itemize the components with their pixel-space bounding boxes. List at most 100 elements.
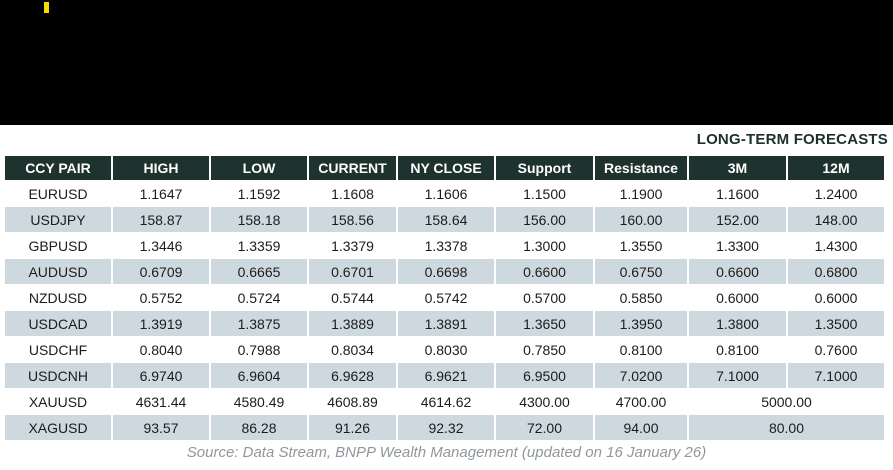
table-row: USDJPY 158.87 158.18 158.56 158.64 156.00 160.… bbox=[5, 207, 884, 232]
value-cell: 0.5752 bbox=[113, 285, 209, 310]
value-cell: 160.00 bbox=[595, 207, 687, 232]
ccy-pair-cell: XAUUSD bbox=[5, 389, 111, 414]
value-cell: 7.1000 bbox=[689, 363, 786, 388]
value-cell: 1.1606 bbox=[398, 181, 494, 206]
value-cell: 6.9500 bbox=[496, 363, 593, 388]
ccy-pair-cell: USDCAD bbox=[5, 311, 111, 336]
value-cell: 158.64 bbox=[398, 207, 494, 232]
value-cell: 1.3950 bbox=[595, 311, 687, 336]
value-cell: 1.2400 bbox=[788, 181, 884, 206]
value-cell: 1.3919 bbox=[113, 311, 209, 336]
value-cell: 94.00 bbox=[595, 415, 687, 440]
ccy-pair-cell: NZDUSD bbox=[5, 285, 111, 310]
value-cell: 1.3446 bbox=[113, 233, 209, 258]
value-cell: 0.8100 bbox=[595, 337, 687, 362]
table-row: XAGUSD 93.57 86.28 91.26 92.32 72.00 94.00 80.0… bbox=[5, 415, 884, 440]
value-cell: 1.3500 bbox=[788, 311, 884, 336]
table-row: XAUUSD 4631.44 4580.49 4608.89 4614.62 4300.0… bbox=[5, 389, 884, 414]
value-cell: 7.1000 bbox=[788, 363, 884, 388]
ccy-pair-cell: EURUSD bbox=[5, 181, 111, 206]
long-term-forecasts-label: LONG-TERM FORECASTS bbox=[696, 131, 888, 148]
value-cell: 1.1647 bbox=[113, 181, 209, 206]
table-row: NZDUSD 0.5752 0.5724 0.5744 0.5742 0.5700 0.58… bbox=[5, 285, 884, 310]
value-cell: 0.7988 bbox=[211, 337, 307, 362]
value-cell: 0.7600 bbox=[788, 337, 884, 362]
value-cell: 158.87 bbox=[113, 207, 209, 232]
value-cell: 0.6000 bbox=[689, 285, 786, 310]
table-row: AUDUSD 0.6709 0.6665 0.6701 0.6698 0.6600 0.67… bbox=[5, 259, 884, 284]
value-cell: 0.8030 bbox=[398, 337, 494, 362]
value-cell: 1.1500 bbox=[496, 181, 593, 206]
value-cell: 6.9628 bbox=[309, 363, 396, 388]
fx-table-header-row: CCY PAIR HIGH LOW CURRENT NY CLOSE Support Res… bbox=[5, 156, 884, 180]
value-cell: 4631.44 bbox=[113, 389, 209, 414]
value-cell: 152.00 bbox=[689, 207, 786, 232]
value-cell: 91.26 bbox=[309, 415, 396, 440]
value-cell: 0.6000 bbox=[788, 285, 884, 310]
value-cell: 4700.00 bbox=[595, 389, 687, 414]
value-cell: 1.3889 bbox=[309, 311, 396, 336]
value-cell: 1.3891 bbox=[398, 311, 494, 336]
value-cell: 0.5744 bbox=[309, 285, 396, 310]
column-header: CURRENT bbox=[309, 156, 396, 180]
merged-forecast-cell: 5000.00 bbox=[689, 389, 884, 414]
value-cell: 1.1592 bbox=[211, 181, 307, 206]
value-cell: 156.00 bbox=[496, 207, 593, 232]
value-cell: 1.3359 bbox=[211, 233, 307, 258]
value-cell: 0.8100 bbox=[689, 337, 786, 362]
column-header: LOW bbox=[211, 156, 307, 180]
value-cell: 158.18 bbox=[211, 207, 307, 232]
ccy-pair-cell: USDCNH bbox=[5, 363, 111, 388]
value-cell: 0.7850 bbox=[496, 337, 593, 362]
value-cell: 4580.49 bbox=[211, 389, 307, 414]
column-header: HIGH bbox=[113, 156, 209, 180]
value-cell: 0.5850 bbox=[595, 285, 687, 310]
value-cell: 86.28 bbox=[211, 415, 307, 440]
value-cell: 0.5700 bbox=[496, 285, 593, 310]
value-cell: 6.9740 bbox=[113, 363, 209, 388]
value-cell: 0.6750 bbox=[595, 259, 687, 284]
value-cell: 72.00 bbox=[496, 415, 593, 440]
value-cell: 0.5724 bbox=[211, 285, 307, 310]
fx-forecast-table: CCY PAIR HIGH LOW CURRENT NY CLOSE Support Res… bbox=[3, 155, 886, 441]
logo-mark-yellow bbox=[44, 2, 49, 13]
value-cell: 4608.89 bbox=[309, 389, 396, 414]
value-cell: 92.32 bbox=[398, 415, 494, 440]
value-cell: 1.3650 bbox=[496, 311, 593, 336]
value-cell: 6.9621 bbox=[398, 363, 494, 388]
value-cell: 158.56 bbox=[309, 207, 396, 232]
source-note: Source: Data Stream, BNPP Wealth Managem… bbox=[186, 444, 707, 461]
ccy-pair-cell: USDJPY bbox=[5, 207, 111, 232]
value-cell: 93.57 bbox=[113, 415, 209, 440]
value-cell: 6.9604 bbox=[211, 363, 307, 388]
value-cell: 0.6698 bbox=[398, 259, 494, 284]
value-cell: 1.3379 bbox=[309, 233, 396, 258]
ccy-pair-cell: AUDUSD bbox=[5, 259, 111, 284]
value-cell: 0.6600 bbox=[689, 259, 786, 284]
value-cell: 0.6600 bbox=[496, 259, 593, 284]
column-header: Resistance bbox=[595, 156, 687, 180]
value-cell: 0.6709 bbox=[113, 259, 209, 284]
value-cell: 1.3300 bbox=[689, 233, 786, 258]
value-cell: 0.6665 bbox=[211, 259, 307, 284]
column-header: NY CLOSE bbox=[398, 156, 494, 180]
value-cell: 1.4300 bbox=[788, 233, 884, 258]
column-header: 12M bbox=[788, 156, 884, 180]
ccy-pair-cell: XAGUSD bbox=[5, 415, 111, 440]
value-cell: 0.5742 bbox=[398, 285, 494, 310]
value-cell: 4300.00 bbox=[496, 389, 593, 414]
column-header: Support bbox=[496, 156, 593, 180]
value-cell: 1.1608 bbox=[309, 181, 396, 206]
value-cell: 1.1900 bbox=[595, 181, 687, 206]
merged-forecast-cell: 80.00 bbox=[689, 415, 884, 440]
table-row: EURUSD 1.1647 1.1592 1.1608 1.1606 1.1500 1.19… bbox=[5, 181, 884, 206]
value-cell: 1.3378 bbox=[398, 233, 494, 258]
value-cell: 148.00 bbox=[788, 207, 884, 232]
table-row: GBPUSD 1.3446 1.3359 1.3379 1.3378 1.3000 1.35… bbox=[5, 233, 884, 258]
table-row: USDCHF 0.8040 0.7988 0.8034 0.8030 0.7850 0.81… bbox=[5, 337, 884, 362]
value-cell: 0.8034 bbox=[309, 337, 396, 362]
value-cell: 0.6800 bbox=[788, 259, 884, 284]
column-header: CCY PAIR bbox=[5, 156, 111, 180]
ccy-pair-cell: USDCHF bbox=[5, 337, 111, 362]
